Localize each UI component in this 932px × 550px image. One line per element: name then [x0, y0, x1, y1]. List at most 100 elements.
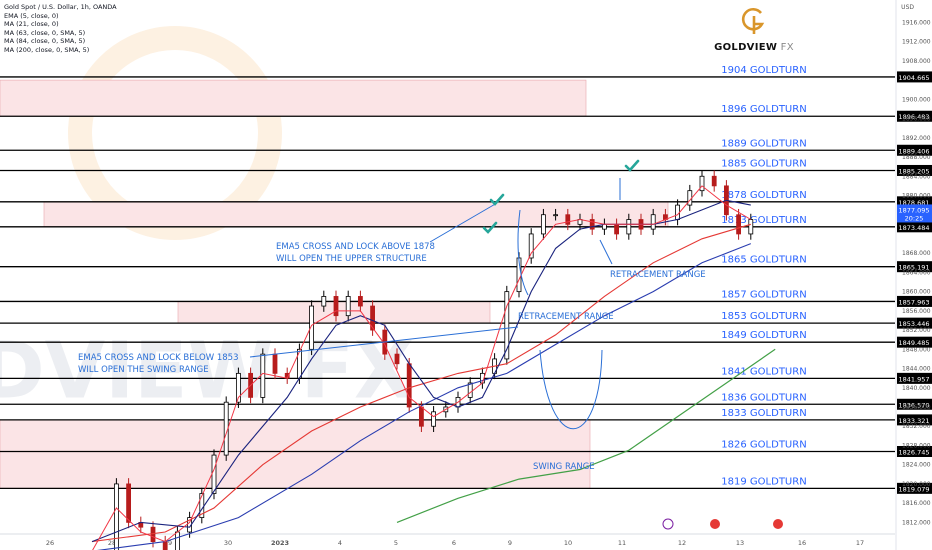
level-label-1: 1896 GOLDTURN [721, 104, 806, 115]
watermark-ring [68, 25, 282, 240]
candle-body-4 [150, 526, 156, 543]
level-label-9: 1849 GOLDTURN [721, 330, 806, 341]
event-lightning-icon [662, 518, 674, 530]
level-label-13: 1826 GOLDTURN [721, 440, 806, 451]
candle-body-5 [162, 541, 168, 550]
level-label-11: 1836 GOLDTURN [721, 392, 806, 403]
candle-body-2 [126, 483, 131, 523]
checkmark-icon-1 [489, 193, 505, 206]
legend-ma84: MA (84, close, 0, SMA, 5) [4, 37, 86, 46]
y-tick-23: 1816.000 [902, 500, 931, 507]
candle-body-21 [357, 296, 363, 307]
price-tag-2 [897, 144, 932, 156]
y-tick-12: 1860.000 [902, 289, 931, 296]
y-tick-8: 1880.000 [902, 192, 931, 199]
legend-ma21: MA (21, close, 0) [4, 20, 59, 29]
x-tick-2: 29 [164, 539, 172, 547]
y-tick-6: 1888.000 [902, 154, 931, 161]
candle-body-37 [553, 214, 558, 217]
checkmark-icon-2 [482, 221, 498, 234]
price-tag-text-14: 1819.079 [898, 485, 929, 493]
y-tick-16: 1844.000 [902, 366, 931, 373]
y-tick-11: 1864.000 [902, 269, 931, 276]
x-tick-0: 26 [46, 539, 54, 547]
x-tick-10: 11 [618, 539, 626, 547]
candle-body-33 [504, 291, 510, 360]
price-tag-7 [897, 295, 932, 307]
price-tag-text-2: 1889.406 [898, 147, 929, 155]
price-tag-text-12: 1833.321 [898, 417, 929, 425]
candle-body-13 [260, 353, 266, 398]
retrace-projection-left [517, 209, 529, 296]
price-tag-9 [897, 336, 932, 348]
watermark-text: DVIEW FX [0, 326, 414, 416]
y-tick-21: 1824.000 [902, 462, 931, 469]
zone-1 [43, 201, 669, 228]
level-label-0: 1904 GOLDTURN [721, 65, 806, 76]
annotation-lower-1: EMA5 CROSS AND LOCK BELOW 1853 [78, 353, 238, 363]
price-tag-6 [897, 261, 932, 273]
chart-title: Gold Spot / U.S. Dollar, 1h, OANDA [4, 3, 117, 11]
candle-body-20 [345, 296, 351, 317]
candle-body-49 [699, 175, 705, 192]
zone-0 [0, 79, 587, 117]
price-tag-0 [897, 71, 932, 83]
currency-label: USD [901, 4, 914, 11]
price-tag-text-13: 1826.745 [898, 449, 929, 457]
annotation-upper-1: EMA5 CROSS AND LOCK ABOVE 1878 [276, 242, 435, 252]
y-tick-20: 1828.000 [902, 442, 931, 449]
candle-body-25 [406, 363, 412, 408]
candle-body-24 [394, 353, 400, 365]
event-flag-icon-1 [710, 519, 720, 529]
swing-projection-curve [539, 349, 603, 429]
legend-ema5: EMA (5, close, 0) [4, 11, 59, 20]
annotation-upper-2: WILL OPEN THE UPPER STRUCTURE [276, 254, 427, 264]
brand-name-suffix: FX [777, 42, 794, 53]
price-tag-5 [897, 221, 932, 233]
zone-4 [0, 451, 591, 489]
x-tick-13: 16 [798, 539, 806, 547]
brand-name: GOLDVIEW FX [714, 42, 794, 53]
price-tag-text-5: 1873.484 [898, 224, 929, 232]
price-tag-12 [897, 414, 932, 426]
price-tag-text-11: 1836.570 [898, 401, 929, 409]
annotation-retrace-2: RETRACEMENT RANGE [610, 270, 706, 280]
legend-ma200: MA (200, close, 0, SMA, 5) [4, 45, 90, 54]
x-tick-9: 10 [564, 539, 572, 547]
level-label-2: 1889 GOLDTURN [721, 138, 806, 149]
y-tick-22: 1820.000 [902, 481, 931, 488]
candle-body-42 [614, 223, 619, 235]
level-label-12: 1833 GOLDTURN [721, 408, 806, 419]
candle-body-45 [650, 214, 656, 230]
candle-body-43 [626, 219, 632, 235]
ema5-line [92, 185, 752, 550]
candle-body-53 [748, 219, 754, 235]
candle-body-35 [528, 233, 534, 259]
event-flag-icon-2 [773, 519, 783, 529]
candle-body-11 [235, 372, 241, 403]
x-tick-14: 17 [856, 539, 864, 547]
price-tag-13 [897, 446, 932, 458]
price-tag-14 [897, 482, 932, 494]
x-tick-7: 6 [452, 539, 456, 547]
x-tick-1: 28 [108, 539, 116, 547]
candle-body-17 [309, 305, 315, 350]
ma21-line [91, 199, 751, 543]
y-tick-3: 1900.000 [902, 96, 931, 103]
level-label-7: 1857 GOLDTURN [721, 289, 806, 300]
candle-body-27 [431, 411, 437, 427]
annotation-lower-2: WILL OPEN THE SWING RANGE [78, 365, 209, 375]
candle-body-9 [211, 454, 217, 494]
brand-name-main: GOLDVIEW [714, 42, 778, 53]
x-tick-12: 13 [736, 539, 744, 547]
price-tag-text-7: 1857.963 [898, 298, 929, 306]
level-label-4: 1878 GOLDTURN [721, 190, 806, 201]
current-price-text: 1877.095 [898, 206, 929, 214]
y-tick-2: 1908.000 [902, 58, 931, 65]
zone-3 [0, 419, 591, 453]
candle-body-18 [321, 296, 327, 307]
x-tick-8: 9 [508, 539, 512, 547]
price-tag-text-1: 1896.483 [898, 113, 929, 121]
x-tick-5: 4 [338, 539, 342, 547]
